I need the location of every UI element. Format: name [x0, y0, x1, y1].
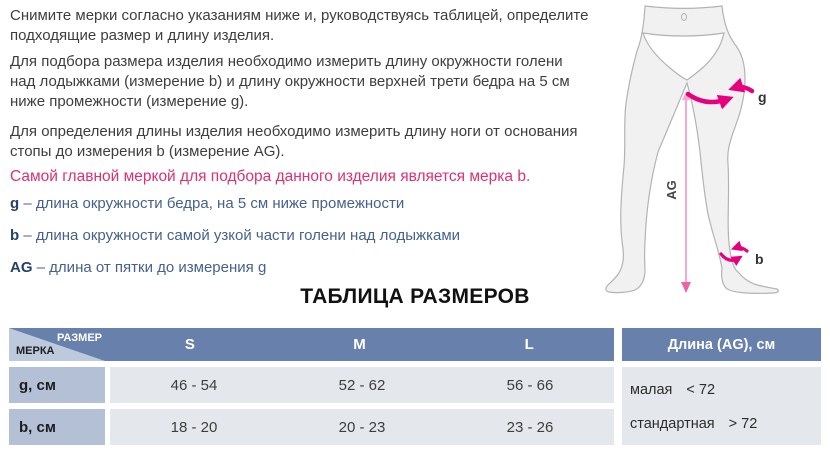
intro-paragraph-1-line-1: Снимите мерки согласно указаниям ниже и,…: [10, 7, 589, 24]
intro-paragraph-3-line-2: стопы до измерения b (измерение AG).: [10, 143, 285, 160]
diagram-label-b: b: [755, 251, 764, 267]
cell-g-s: 46 - 54: [170, 376, 218, 394]
highlight-note: Самой главной меркой для подбора данного…: [10, 168, 531, 185]
intro-paragraph-2-line-2: над лодыжками (измерение b) и длину окру…: [10, 73, 570, 90]
length-value-small: < 72: [686, 382, 716, 398]
panties-shape: [642, 32, 725, 81]
definition-b-key: b: [10, 227, 20, 244]
table-row-g: g, см 46 - 54 52 - 62 56 - 66: [9, 367, 614, 403]
intro-paragraph-2-line-1: Для подбора размера изделия необходимо и…: [10, 53, 563, 70]
column-header-m: M: [353, 336, 366, 353]
row-label-b: b, см: [9, 409, 105, 445]
length-label-small: малая: [630, 382, 673, 398]
size-table-header-row: РАЗМЕР МЕРКА S M L: [9, 328, 614, 361]
cell-b-l: 23 - 26: [506, 418, 554, 436]
diagram-label-g: g: [758, 89, 767, 105]
definition-g: g – длина окружности бедра, на 5 см ниже…: [10, 195, 404, 212]
b-circumference-arrow-icon: [719, 240, 749, 267]
ag-line-bottom-arrow-icon: [681, 282, 691, 293]
navel-icon: [681, 13, 687, 21]
ag-line-top-arrow-icon: [682, 92, 690, 100]
length-value-standard: > 72: [728, 416, 758, 432]
definition-b: b – длина окружности самой узкой части г…: [10, 227, 460, 244]
length-table: Длина (AG), см малая < 72 стандартная > …: [622, 328, 821, 445]
intro-paragraph-2-line-3: ниже промежности (измерение g).: [10, 93, 249, 110]
length-row-standard: стандартная > 72: [630, 407, 821, 441]
size-table-title: ТАБЛИЦА РАЗМЕРОВ: [300, 285, 530, 308]
g-circumference-arrow-icon: [685, 77, 755, 110]
diagram-label-ag: AG: [664, 180, 679, 200]
column-header-l: L: [524, 336, 534, 353]
cell-g-m: 52 - 62: [338, 376, 386, 394]
intro-paragraph-1-line-2: подходящие размер и длину изделия.: [10, 27, 275, 44]
size-table: РАЗМЕР МЕРКА S M L g, см 46 - 54 52 - 62…: [9, 328, 614, 445]
definition-ag: AG – длина от пятки до измерения g: [10, 259, 266, 276]
size-column-headers: S M L: [105, 328, 614, 361]
legs-measurement-diagram: g b AG: [600, 0, 830, 315]
definition-g-key: g: [10, 195, 20, 212]
column-header-s: S: [184, 336, 195, 353]
length-label-standard: стандартная: [630, 416, 715, 432]
size-table-corner-cell: РАЗМЕР МЕРКА: [9, 328, 105, 361]
cell-g-l: 56 - 66: [506, 376, 554, 394]
definition-g-text: – длина окружности бедра, на 5 см ниже п…: [23, 195, 405, 212]
row-g-cells: 46 - 54 52 - 62 56 - 66: [110, 367, 614, 403]
cell-b-s: 18 - 20: [170, 418, 218, 436]
corner-label-razmer: РАЗМЕР: [56, 332, 102, 344]
definition-ag-text: – длина от пятки до измерения g: [36, 259, 267, 276]
length-row-small: малая < 72: [630, 373, 821, 407]
row-label-g: g, см: [9, 367, 105, 403]
legs-silhouette: [605, 5, 779, 294]
definition-b-text: – длина окружности самой узкой части гол…: [23, 227, 461, 244]
row-b-cells: 18 - 20 20 - 23 23 - 26: [110, 409, 614, 445]
intro-paragraph-3-line-1: Для определения длины изделия необходимо…: [10, 123, 578, 140]
corner-label-merka: МЕРКА: [16, 345, 55, 357]
table-row-b: b, см 18 - 20 20 - 23 23 - 26: [9, 409, 614, 445]
cell-b-m: 20 - 23: [338, 418, 386, 436]
length-table-header: Длина (AG), см: [622, 328, 821, 361]
definition-ag-key: AG: [10, 259, 33, 276]
length-table-body: малая < 72 стандартная > 72: [622, 367, 821, 445]
